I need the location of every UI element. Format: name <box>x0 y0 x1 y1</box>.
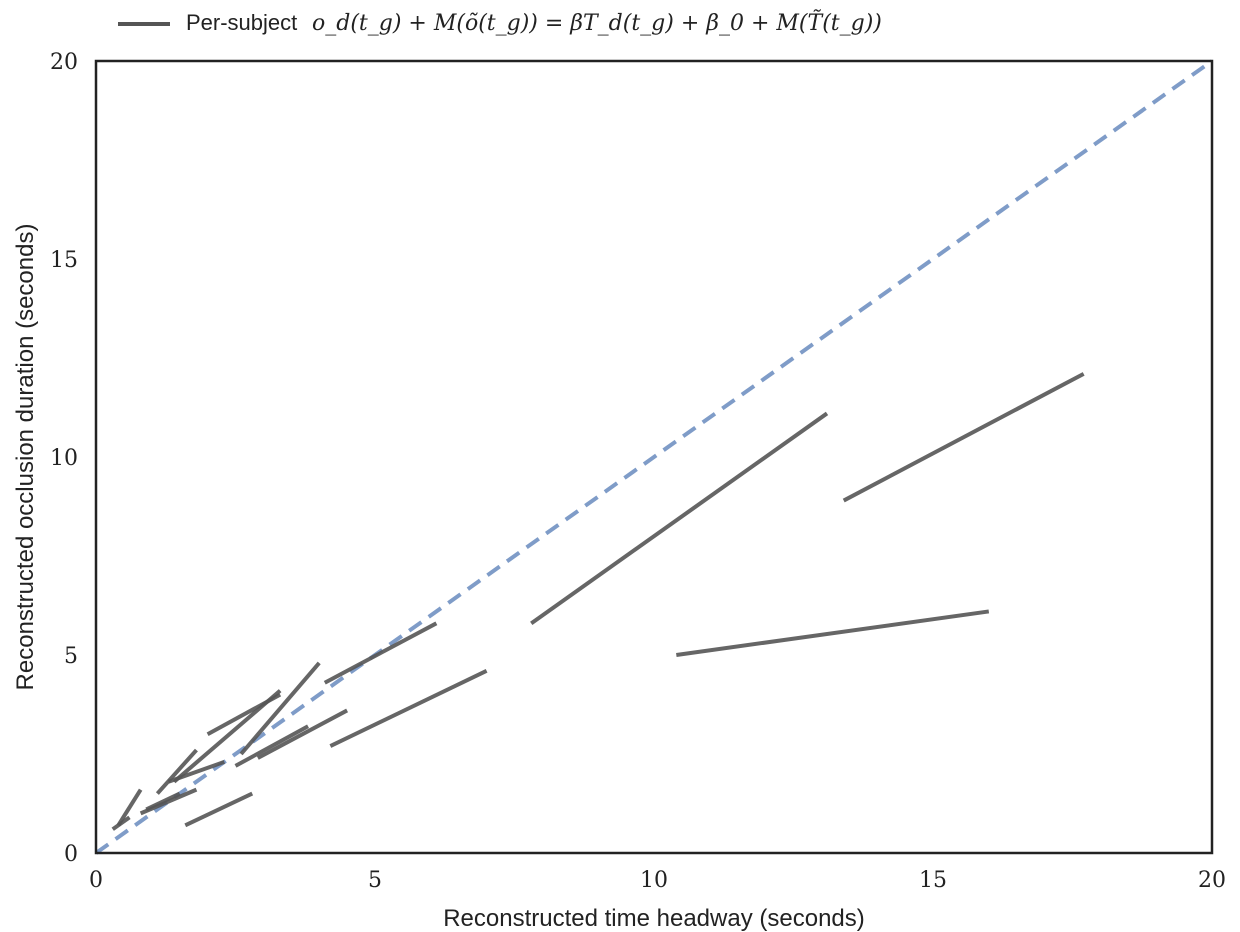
legend-label-text: Per-subject <box>186 10 297 35</box>
y-axis-label: Reconstructed occlusion duration (second… <box>12 224 39 691</box>
subject-line-11 <box>184 791 254 828</box>
subject-line-16 <box>116 788 143 827</box>
y-tick-labels: 0 5 10 15 20 <box>50 50 78 867</box>
x-axis-label: Reconstructed time headway (seconds) <box>443 905 865 932</box>
data-layer <box>94 59 1214 855</box>
subject-line-2 <box>842 372 1085 503</box>
subject-line-7 <box>239 661 321 756</box>
y-tick-label: 0 <box>64 842 78 867</box>
legend-label-math: o_d(t_g) + M(õ(t_g)) = βT_d(t_g) + β_0 +… <box>312 10 882 36</box>
x-tick-label: 5 <box>368 868 382 893</box>
identity-reference-line <box>94 59 1214 855</box>
legend: Per-subject o_d(t_g) + M(õ(t_g)) = βT_d(… <box>118 10 882 36</box>
subject-line-3 <box>676 609 990 657</box>
x-tick-labels: 0 5 10 15 20 <box>89 868 1226 893</box>
y-tick-label: 20 <box>50 50 78 75</box>
x-tick-label: 20 <box>1198 868 1226 893</box>
x-tick-label: 0 <box>89 868 103 893</box>
plot-frame <box>94 59 1214 855</box>
subject-line-8 <box>234 724 309 768</box>
x-tick-label: 15 <box>919 868 947 893</box>
subject-line-10 <box>172 689 282 784</box>
subject-line-1 <box>530 411 829 625</box>
subject-line-5 <box>323 621 438 685</box>
subject-line-4 <box>329 669 488 748</box>
subject-line-17 <box>111 815 131 831</box>
x-tick-label: 10 <box>640 868 668 893</box>
y-tick-label: 10 <box>50 446 78 471</box>
subject-line-6 <box>256 708 349 760</box>
y-tick-label: 5 <box>64 644 78 669</box>
subject-line-12 <box>167 760 226 784</box>
subject-line-13 <box>155 748 198 795</box>
y-tick-label: 15 <box>50 248 78 273</box>
subject-line-15 <box>145 791 181 812</box>
